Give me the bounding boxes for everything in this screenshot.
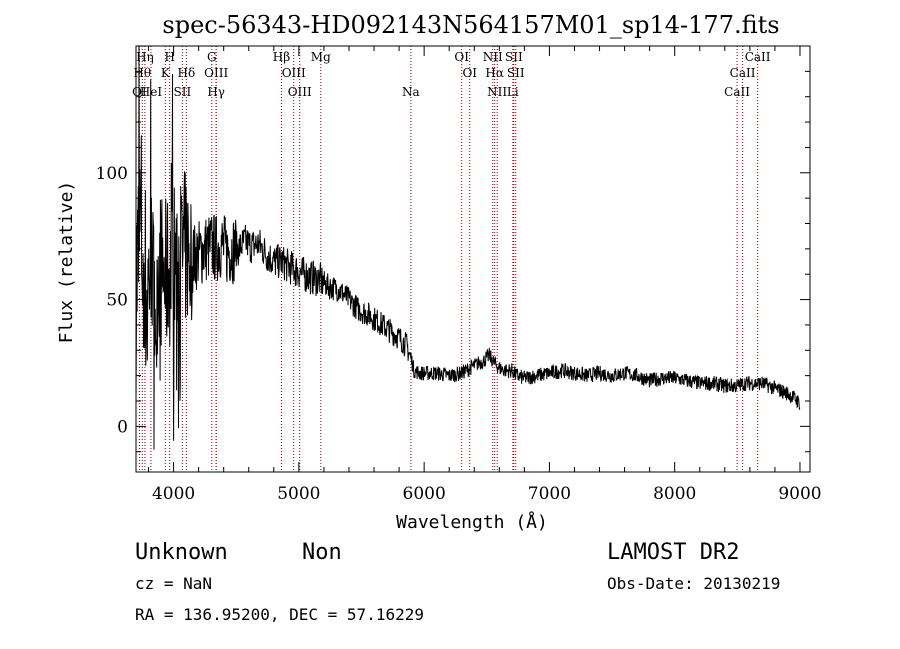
spectral-line-label: Hη: [136, 50, 154, 64]
spectral-lines: OIHθHηHeIKHSIIHδGOIIIHγHβOIIIOIIIMgNaOIO…: [132, 46, 771, 472]
x-tick-label: 5000: [277, 484, 320, 504]
y-axis-label: Flux (relative): [56, 181, 77, 344]
spectral-line-label: Hδ: [178, 66, 196, 80]
spectral-line-label: OIII: [282, 66, 306, 80]
spectral-line-label: H: [164, 50, 174, 64]
spectral-line-label: NII: [487, 85, 507, 99]
spectral-line-label: Hγ: [207, 85, 225, 99]
radec-label: RA = 136.95200, DEC = 57.16229: [135, 605, 424, 624]
axis-ticks: 4000 5000 6000 7000 8000 9000 0 50 100: [96, 46, 822, 504]
x-tick-label: 4000: [152, 484, 195, 504]
spectral-line-label: OI: [462, 66, 477, 80]
obs-date-label: Obs-Date: 20130219: [607, 574, 780, 593]
x-axis-label: Wavelength (Å): [396, 511, 548, 533]
x-tick-label: 6000: [403, 484, 446, 504]
spectral-line-label: CaII: [730, 66, 756, 80]
x-tick-label: 9000: [778, 484, 821, 504]
spectral-line-label: SII: [507, 66, 525, 80]
spectral-line-label: CaII: [724, 85, 750, 99]
spectral-line-label: CaII: [745, 50, 771, 64]
spectral-line-label: Hα: [485, 66, 504, 80]
y-tick-label: 0: [117, 417, 128, 437]
spectrum-line: [135, 45, 801, 450]
survey-label: LAMOST DR2: [607, 540, 739, 565]
class-label: Unknown: [135, 540, 228, 565]
spectral-line-label: G: [207, 50, 217, 64]
spectral-line-label: Mg: [311, 50, 331, 64]
subclass-label: Non: [302, 540, 342, 565]
x-tick-label: 7000: [528, 484, 571, 504]
spectral-line-label: NII: [483, 50, 503, 64]
spectral-line-label: OI: [454, 50, 469, 64]
spectral-line-label: K: [161, 66, 171, 80]
y-tick-label: 50: [106, 291, 128, 311]
spectral-line-label: SII: [505, 50, 523, 64]
chart-title: spec-56343-HD092143N564157M01_sp14-177.f…: [162, 11, 779, 39]
y-tick-label: 100: [96, 164, 128, 184]
spectral-line-label: Hβ: [273, 50, 290, 64]
cz-label: cz = NaN: [135, 574, 212, 593]
spectral-line-label: Na: [402, 85, 420, 99]
spectral-line-label: SII: [174, 85, 192, 99]
spectral-line-label: OIII: [288, 85, 312, 99]
x-tick-label: 8000: [653, 484, 696, 504]
spectral-line-label: Li: [507, 85, 519, 99]
spectrum-series: [135, 45, 801, 450]
spectral-line-label: Hθ: [133, 66, 151, 80]
plot-frame: [135, 45, 811, 473]
